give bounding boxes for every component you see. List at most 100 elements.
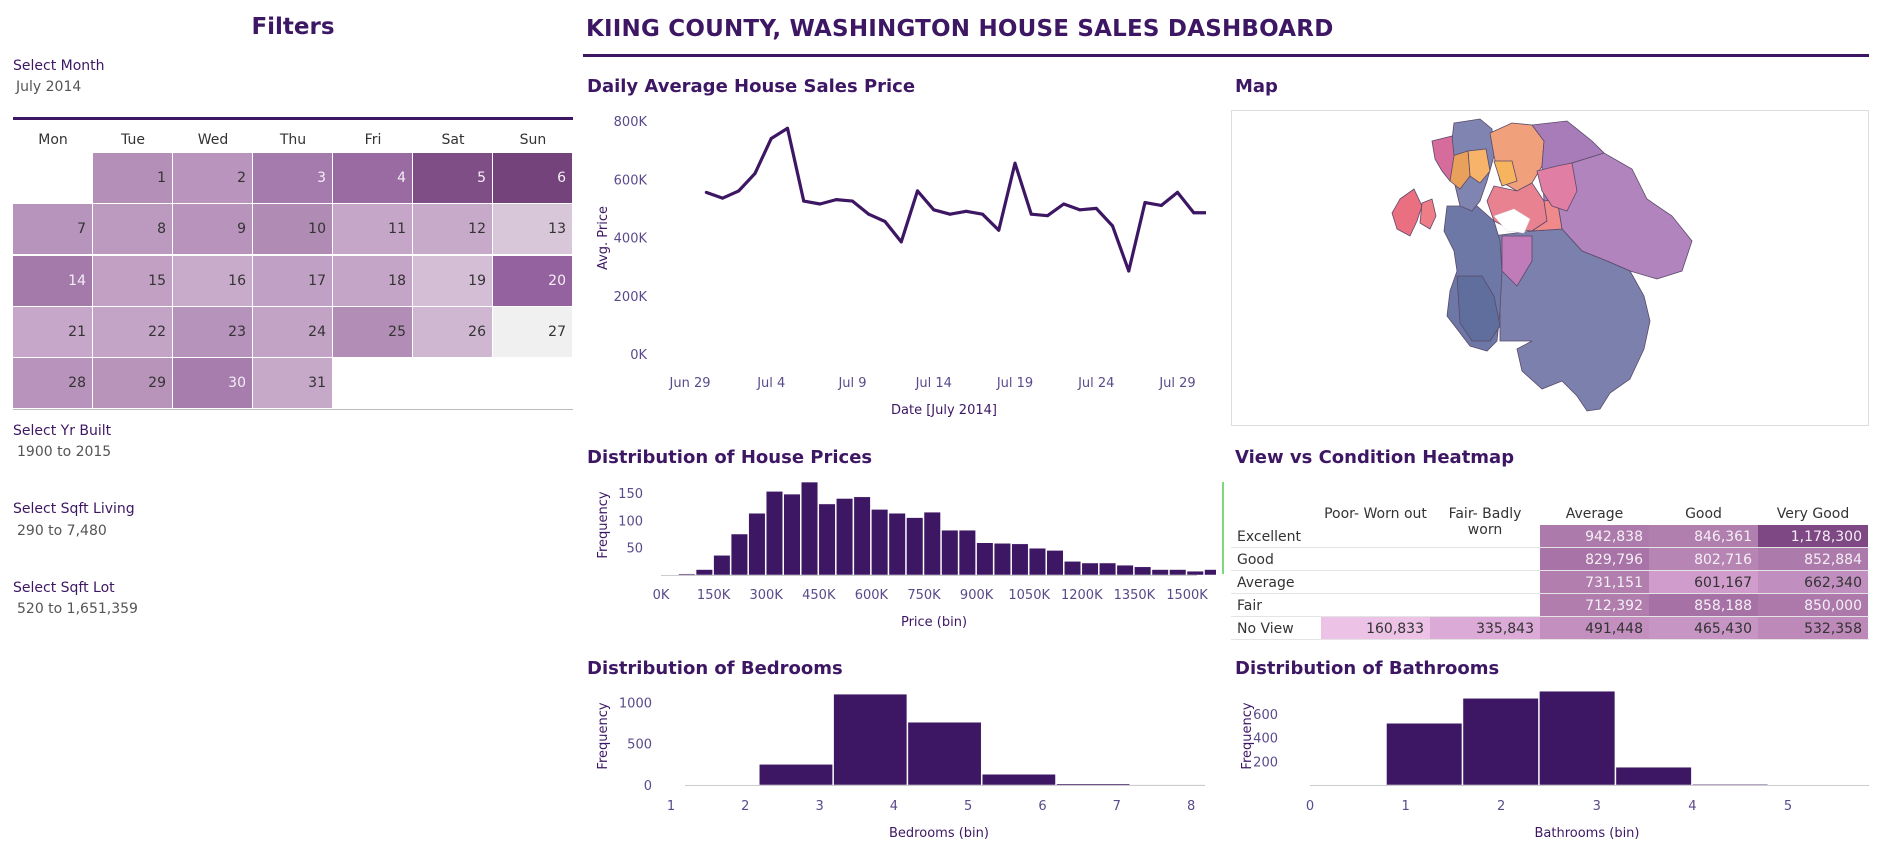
calendar-day[interactable]: 21 bbox=[13, 307, 92, 357]
calendar-day[interactable]: 6 bbox=[493, 153, 572, 203]
price-bin-bar[interactable] bbox=[923, 511, 941, 576]
price-bin-bar[interactable] bbox=[801, 481, 819, 576]
price-point[interactable] bbox=[867, 212, 871, 216]
price-bin-bar[interactable] bbox=[1099, 562, 1117, 576]
bedroom-bin-bar[interactable] bbox=[1056, 783, 1131, 786]
daily-price-line-chart[interactable]: 0K 200K 400K 600K 800K Jun 29 Jul 4 Jul 9 Jul 14… bbox=[586, 100, 1206, 430]
calendar-day[interactable]: 30 bbox=[173, 358, 252, 408]
price-bin-bar[interactable] bbox=[976, 542, 994, 576]
price-point[interactable] bbox=[916, 189, 919, 193]
calendar-day[interactable]: 25 bbox=[333, 307, 412, 357]
price-bin-bar[interactable] bbox=[993, 543, 1011, 576]
heatmap-cell[interactable]: 802,716 bbox=[1649, 548, 1758, 570]
yr-built-filter-value[interactable]: 1900 to 2015 bbox=[17, 444, 112, 460]
price-point[interactable] bbox=[899, 240, 903, 244]
bathrooms-histogram[interactable]: 200 400 600 0 1 2 3 4 5 Frequency Bathrooms (bin) bbox=[1224, 680, 1869, 863]
sqft-lot-filter-value[interactable]: 520 to 1,651,359 bbox=[17, 601, 138, 617]
month-filter-value[interactable]: July 2014 bbox=[16, 79, 82, 95]
price-point[interactable] bbox=[1094, 206, 1098, 210]
price-point[interactable] bbox=[851, 199, 854, 203]
price-bin-bar[interactable] bbox=[1028, 547, 1046, 576]
price-point[interactable] bbox=[997, 228, 1001, 232]
heatmap-cell[interactable]: 731,151 bbox=[1540, 571, 1649, 593]
price-bin-bar[interactable] bbox=[818, 503, 836, 576]
price-point[interactable] bbox=[1192, 211, 1196, 215]
price-point[interactable] bbox=[1159, 203, 1163, 207]
map-panel[interactable] bbox=[1231, 110, 1869, 426]
price-bin-bar[interactable] bbox=[906, 517, 924, 576]
price-point[interactable] bbox=[1029, 212, 1033, 216]
calendar-day[interactable]: 14 bbox=[13, 256, 92, 306]
heatmap-cell[interactable]: 712,392 bbox=[1540, 594, 1649, 616]
heatmap-cell[interactable]: 1,178,300 bbox=[1758, 525, 1868, 547]
calendar-day[interactable]: 3 bbox=[253, 153, 332, 203]
price-bin-bar[interactable] bbox=[1081, 562, 1099, 576]
heatmap-cell[interactable]: 662,340 bbox=[1758, 571, 1868, 593]
price-bin-bar[interactable] bbox=[853, 496, 871, 576]
calendar-day[interactable]: 2 bbox=[173, 153, 252, 203]
calendar-day[interactable]: 1 bbox=[93, 153, 172, 203]
bathroom-bin-bar[interactable] bbox=[1462, 698, 1539, 786]
calendar-day[interactable]: 26 bbox=[413, 307, 492, 357]
price-point[interactable] bbox=[1046, 214, 1049, 218]
bedrooms-histogram[interactable]: 0 500 1000 1 2 3 4 5 6 7 8 Frequency Bedrooms (bin) bbox=[586, 680, 1216, 863]
bathroom-bin-bar[interactable] bbox=[1615, 766, 1692, 786]
price-point[interactable] bbox=[1062, 202, 1066, 206]
king-county-map[interactable] bbox=[1232, 111, 1868, 425]
heatmap-cell[interactable]: 465,430 bbox=[1649, 617, 1758, 639]
price-bin-bar[interactable] bbox=[1064, 561, 1082, 576]
price-bin-bar[interactable] bbox=[748, 512, 766, 576]
calendar-day[interactable]: 24 bbox=[253, 307, 332, 357]
price-point[interactable] bbox=[753, 171, 757, 175]
price-point[interactable] bbox=[769, 136, 773, 140]
price-point[interactable] bbox=[1143, 201, 1147, 205]
price-bin-bar[interactable] bbox=[713, 555, 731, 576]
price-bin-bar[interactable] bbox=[1011, 543, 1029, 576]
bedroom-bin-bar[interactable] bbox=[907, 721, 982, 786]
price-bin-bar[interactable] bbox=[1134, 566, 1152, 576]
bedroom-bin-bar[interactable] bbox=[759, 764, 833, 786]
heatmap-cell[interactable]: 858,188 bbox=[1649, 594, 1758, 616]
heatmap-cell[interactable]: 491,448 bbox=[1540, 617, 1649, 639]
price-bin-bar[interactable] bbox=[958, 529, 976, 576]
price-point[interactable] bbox=[932, 208, 936, 212]
calendar-day[interactable]: 13 bbox=[493, 204, 572, 254]
price-point[interactable] bbox=[1078, 208, 1082, 212]
calendar-day[interactable]: 22 bbox=[93, 307, 172, 357]
price-point[interactable] bbox=[721, 196, 724, 200]
calendar-day[interactable]: 4 bbox=[333, 153, 412, 203]
heatmap-scroll-indicator[interactable] bbox=[1222, 482, 1224, 574]
price-point[interactable] bbox=[1111, 224, 1114, 228]
calendar-day[interactable]: 7 bbox=[13, 204, 92, 254]
price-point[interactable] bbox=[883, 219, 887, 223]
price-bin-bar[interactable] bbox=[888, 512, 906, 576]
price-point[interactable] bbox=[802, 199, 806, 203]
bathroom-bin-bar[interactable] bbox=[1539, 690, 1616, 786]
price-point[interactable] bbox=[1013, 161, 1017, 165]
price-point[interactable] bbox=[1127, 269, 1131, 273]
heatmap-cell[interactable]: 829,796 bbox=[1540, 548, 1649, 570]
calendar-day[interactable]: 23 bbox=[173, 307, 252, 357]
price-bin-bar[interactable] bbox=[1186, 570, 1204, 576]
price-bin-bar[interactable] bbox=[1169, 569, 1187, 576]
calendar-day[interactable]: 28 bbox=[13, 358, 92, 408]
heatmap-cell[interactable]: 850,000 bbox=[1758, 594, 1868, 616]
calendar-day[interactable]: 20 bbox=[493, 256, 572, 306]
calendar-day[interactable]: 9 bbox=[173, 204, 252, 254]
price-bin-bar[interactable] bbox=[730, 533, 748, 576]
price-point[interactable] bbox=[1176, 190, 1179, 194]
heatmap-cell[interactable]: 532,358 bbox=[1758, 617, 1868, 639]
heatmap-cell[interactable]: 335,843 bbox=[1430, 617, 1540, 639]
price-point[interactable] bbox=[981, 212, 984, 216]
calendar-day[interactable]: 18 bbox=[333, 256, 412, 306]
heatmap-cell[interactable]: 942,838 bbox=[1540, 525, 1649, 547]
price-bin-bar[interactable] bbox=[1151, 569, 1169, 576]
calendar-day[interactable]: 27 bbox=[493, 307, 572, 357]
calendar-day[interactable]: 31 bbox=[253, 358, 332, 408]
calendar-day[interactable]: 19 bbox=[413, 256, 492, 306]
price-point[interactable] bbox=[737, 189, 741, 193]
heatmap-cell[interactable]: 846,361 bbox=[1649, 525, 1758, 547]
calendar-day[interactable]: 16 bbox=[173, 256, 252, 306]
price-point[interactable] bbox=[834, 198, 838, 202]
price-bin-bar[interactable] bbox=[1204, 569, 1216, 576]
